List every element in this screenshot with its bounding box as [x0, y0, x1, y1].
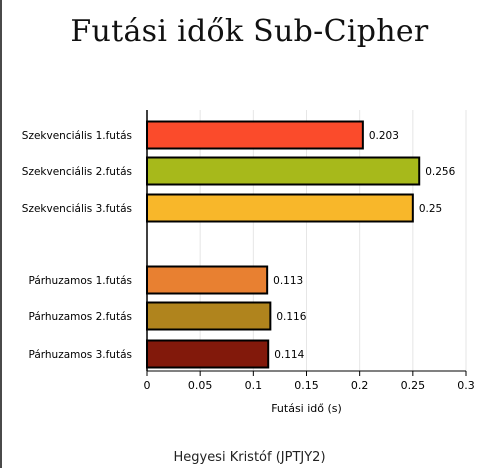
- x-tick-label-6: 0.3: [457, 379, 475, 392]
- value-label-3: 0.25: [419, 203, 442, 215]
- bar-chart: 0.203 0.256 0.25 0.113 0.116 0.114 0 0.05 0.1 0.…: [22, 110, 475, 415]
- x-tick-label-4: 0.2: [351, 379, 369, 392]
- category-label-1: Szekvenciális 1.futás: [22, 130, 132, 142]
- x-tick-label-0: 0: [144, 379, 151, 392]
- category-label-5: Párhuzamos 2.futás: [28, 311, 132, 323]
- value-label-6: 0.114: [274, 349, 304, 361]
- value-label-4: 0.113: [273, 275, 303, 287]
- window-left-border: [0, 0, 2, 468]
- value-label-1: 0.203: [369, 130, 399, 142]
- x-tick-label-5: 0.25: [401, 379, 426, 392]
- bar-5: [146, 301, 272, 331]
- x-tick-label-3: 0.15: [294, 379, 319, 392]
- category-label-4: Párhuzamos 1.futás: [28, 275, 132, 287]
- value-label-2: 0.256: [425, 166, 455, 178]
- category-label-6: Párhuzamos 3.futás: [28, 349, 132, 361]
- bars: 0.203 0.256 0.25 0.113 0.116 0.114: [146, 120, 456, 369]
- bar-6: [146, 339, 270, 369]
- x-tick-label-1: 0.05: [188, 379, 213, 392]
- bar-1: [146, 120, 364, 150]
- bar-3: [146, 193, 414, 223]
- bar-4: [146, 265, 269, 295]
- axes: 0 0.05 0.1 0.15 0.2 0.25 0.3 Futási idő (s) Szek…: [22, 110, 475, 415]
- category-label-2: Szekvenciális 2.futás: [22, 166, 132, 178]
- chart-title: Futási idők Sub-Cipher: [70, 14, 429, 49]
- x-axis-title: Futási idő (s): [271, 402, 342, 415]
- category-label-3: Szekvenciális 3.futás: [22, 203, 132, 215]
- bar-2: [146, 156, 421, 186]
- value-label-5: 0.116: [276, 311, 306, 323]
- author-footer: Hegyesi Kristóf (JPTJY2): [173, 450, 326, 465]
- x-tick-label-2: 0.1: [245, 379, 263, 392]
